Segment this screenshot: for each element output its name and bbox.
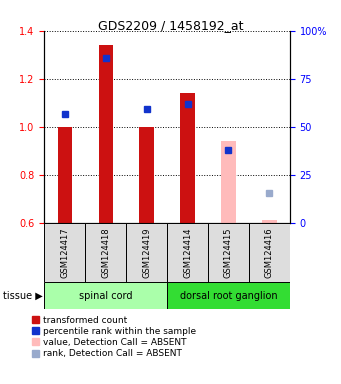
Bar xyxy=(126,223,167,282)
Text: GSM124419: GSM124419 xyxy=(142,227,151,278)
Bar xyxy=(249,223,290,282)
Bar xyxy=(139,127,154,223)
Bar xyxy=(180,93,195,223)
Bar xyxy=(208,223,249,282)
Bar xyxy=(44,223,85,282)
Text: GSM124418: GSM124418 xyxy=(101,227,110,278)
Bar xyxy=(262,220,277,223)
Bar xyxy=(99,45,113,223)
Text: tissue ▶: tissue ▶ xyxy=(3,291,43,301)
Legend: transformed count, percentile rank within the sample, value, Detection Call = AB: transformed count, percentile rank withi… xyxy=(32,316,196,358)
Bar xyxy=(85,223,126,282)
Text: GSM124415: GSM124415 xyxy=(224,227,233,278)
Bar xyxy=(44,282,167,309)
Text: GSM124417: GSM124417 xyxy=(60,227,69,278)
Text: dorsal root ganglion: dorsal root ganglion xyxy=(180,291,277,301)
Bar xyxy=(167,223,208,282)
Text: GDS2209 / 1458192_at: GDS2209 / 1458192_at xyxy=(98,19,243,32)
Text: GSM124416: GSM124416 xyxy=(265,227,274,278)
Text: GSM124414: GSM124414 xyxy=(183,227,192,278)
Bar xyxy=(221,141,236,223)
Bar xyxy=(167,282,290,309)
Bar xyxy=(58,127,72,223)
Text: spinal cord: spinal cord xyxy=(79,291,132,301)
